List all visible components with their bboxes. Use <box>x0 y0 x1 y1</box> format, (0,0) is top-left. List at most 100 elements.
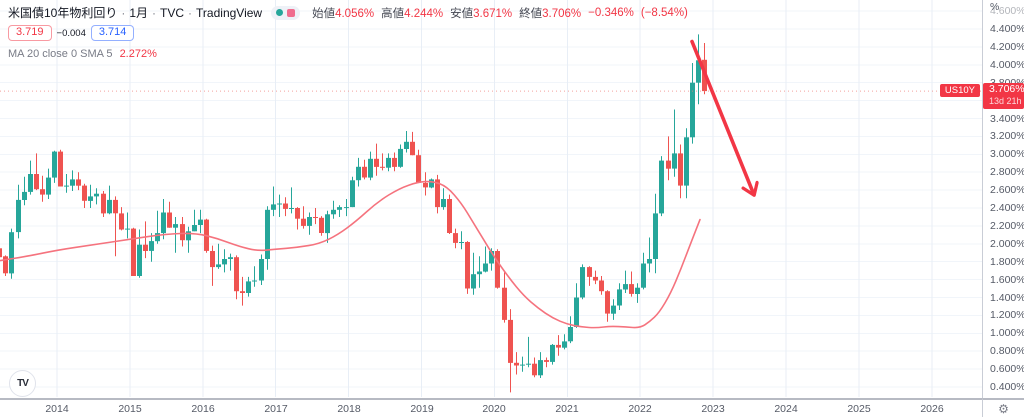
candle-body <box>295 208 300 219</box>
candle-body <box>265 209 270 259</box>
candle-body <box>672 153 677 169</box>
ohlc-values: 始値4.056% 高値4.244% 安値3.671% 終値3.706% −0.3… <box>312 5 695 21</box>
candle-body <box>483 263 488 272</box>
candle-body <box>617 289 622 306</box>
candle-body <box>404 141 409 149</box>
candle-body <box>623 284 628 290</box>
candle-body <box>167 212 172 228</box>
ma-indicator-label: MA 20 close 0 SMA 5 <box>8 48 113 60</box>
candle-body <box>611 305 616 314</box>
candle-body <box>216 264 221 268</box>
price-axis-tick: 2.200% <box>990 220 1024 232</box>
candle-body <box>101 193 106 214</box>
candle-body <box>356 166 361 181</box>
bid-ask-row: 3.719 −0.004 3.714 <box>8 25 695 41</box>
price-axis-tick: 2.600% <box>990 184 1024 196</box>
time-axis-tick: 2022 <box>628 403 652 415</box>
last-price-badge: 3.706% 13d 21h <box>983 83 1024 109</box>
time-axis-tick: 2025 <box>847 403 871 415</box>
candle-body <box>605 291 610 314</box>
candle-body <box>696 60 701 83</box>
indicator-legend-row[interactable]: MA 20 close 0 SMA 5 2.272% <box>8 48 695 60</box>
candle-body <box>3 256 8 274</box>
candle-body <box>240 291 245 293</box>
candle-body <box>374 158 379 167</box>
candle-body <box>161 212 166 234</box>
price-axis-tick: 4.400% <box>990 23 1024 35</box>
symbol-title[interactable]: 米国債10年物利回り <box>8 6 118 20</box>
candle-body <box>386 157 391 168</box>
candle-body <box>34 174 39 190</box>
price-axis-tick: 1.800% <box>990 256 1024 268</box>
close-label: 終値 <box>519 7 543 20</box>
tradingview-logo[interactable]: TV <box>9 370 36 397</box>
candle-body <box>489 251 494 264</box>
candle-body <box>568 327 573 342</box>
candle-body <box>471 274 476 289</box>
candle-body <box>441 199 446 208</box>
separator: · <box>152 5 157 20</box>
candle-body <box>0 248 2 258</box>
candle-body <box>64 185 69 187</box>
open-label: 始値 <box>312 7 336 20</box>
buy-price-button[interactable]: 3.714 <box>90 25 135 41</box>
candle-body <box>459 242 464 243</box>
candle-body <box>435 179 440 208</box>
candle-body <box>368 158 373 178</box>
candle-body <box>562 341 567 348</box>
candle-body <box>423 182 428 188</box>
candle-body <box>113 199 118 214</box>
chart-legend: 米国債10年物利回り · 1月 · TVC · TradingView 始値4.… <box>8 4 695 60</box>
candle-body <box>210 251 215 268</box>
candle-body <box>508 319 513 363</box>
candle-body <box>88 196 93 201</box>
candle-body <box>76 179 81 186</box>
market-status-pill[interactable] <box>271 5 301 20</box>
separator: · <box>188 5 193 20</box>
trend-arrow-drawing[interactable] <box>690 39 754 195</box>
candle-body <box>313 217 318 218</box>
axis-settings-cell: ⚙ <box>982 398 1024 417</box>
candle-body <box>362 166 367 178</box>
candle-body <box>331 209 336 215</box>
time-axis-tick: 2014 <box>45 403 69 415</box>
price-axis-tick: 2.800% <box>990 166 1024 178</box>
candle-body <box>9 232 14 274</box>
candle-body <box>107 199 112 214</box>
candle-body <box>46 177 51 195</box>
chart-pane[interactable] <box>0 0 982 397</box>
gear-icon[interactable]: ⚙ <box>998 401 1009 416</box>
candle-body <box>131 228 136 276</box>
time-axis-tick: 2019 <box>410 403 434 415</box>
candles-group <box>0 34 707 393</box>
candle-body <box>234 257 239 292</box>
candle-body <box>398 148 403 167</box>
candle-body <box>319 217 324 233</box>
candle-body <box>337 207 342 210</box>
sell-price-button[interactable]: 3.719 <box>8 25 52 41</box>
price-axis-tick: 3.200% <box>990 130 1024 142</box>
candle-body <box>301 218 306 226</box>
candle-body <box>544 360 549 362</box>
candle-body <box>82 185 87 201</box>
candle-body <box>587 267 592 277</box>
low-value: 3.671% <box>473 7 513 20</box>
price-axis[interactable]: % 3.706% 13d 21h 4.600% 4.400% 4.200% 4.000… <box>982 0 1024 398</box>
time-axis-tick: 2018 <box>337 403 361 415</box>
candle-body <box>641 263 646 288</box>
time-axis[interactable]: 2014 2015 2016 2017 2018 2019 2020 2021 2022 2023… <box>0 398 982 417</box>
candle-body <box>192 225 197 232</box>
candle-body <box>52 151 57 178</box>
candle-body <box>556 344 561 348</box>
candle-body <box>149 241 154 251</box>
interval-label[interactable]: 1月 <box>129 6 149 20</box>
candle-body <box>283 203 288 209</box>
candle-body <box>599 280 604 292</box>
candle-body <box>410 141 415 156</box>
candle-body <box>40 189 45 195</box>
price-axis-tick: 1.200% <box>990 309 1024 321</box>
price-axis-tick: 4.600% <box>990 5 1024 17</box>
candle-body <box>520 364 525 366</box>
candle-body <box>350 180 355 208</box>
